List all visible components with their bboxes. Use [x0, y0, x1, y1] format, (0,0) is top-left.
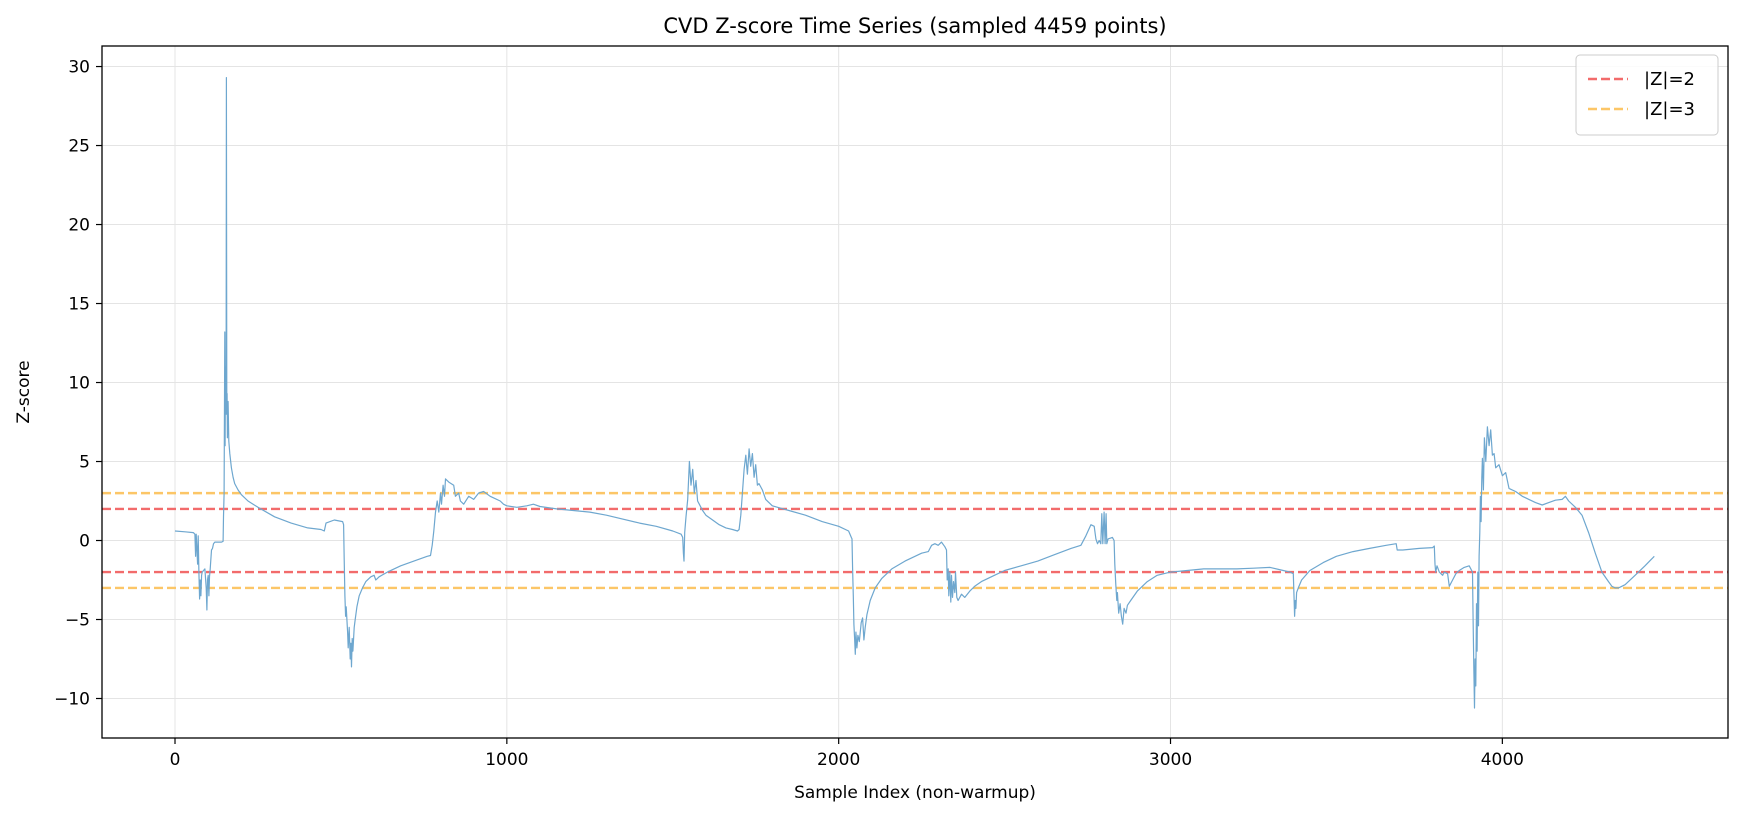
grid	[102, 46, 1728, 738]
y-axis: −10 −5 0 5 10 15 20 25 30	[54, 58, 102, 710]
y-tick-label: 5	[79, 453, 90, 473]
x-axis-title: Sample Index (non-warmup)	[794, 783, 1036, 803]
y-tick-label: 25	[68, 137, 90, 157]
legend-label: |Z|=2	[1644, 69, 1695, 90]
y-tick-label: 15	[68, 295, 90, 315]
series-line	[174, 77, 1655, 709]
y-axis-title: Z-score	[14, 360, 34, 423]
x-axis: 0 1000 2000 3000 4000	[170, 738, 1524, 770]
x-tick-label: 1000	[485, 750, 528, 770]
legend: |Z|=2 |Z|=3	[1575, 54, 1719, 136]
y-tick-label: 0	[79, 532, 90, 552]
plot-frame	[101, 45, 1729, 739]
x-tick-label: 2000	[817, 750, 860, 770]
y-tick-label: 20	[68, 216, 90, 236]
y-tick-label: −10	[54, 690, 90, 710]
legend-label: |Z|=3	[1644, 99, 1695, 120]
series-layer	[174, 77, 1655, 709]
y-tick-label: −5	[65, 611, 90, 631]
y-tick-label: 10	[68, 374, 90, 394]
x-tick-label: 3000	[1149, 750, 1192, 770]
x-tick-label: 0	[170, 750, 181, 770]
y-tick-label: 30	[68, 58, 90, 78]
x-tick-label: 4000	[1481, 750, 1524, 770]
legend-box	[1575, 54, 1719, 136]
chart-title: CVD Z-score Time Series (sampled 4459 po…	[663, 14, 1166, 38]
